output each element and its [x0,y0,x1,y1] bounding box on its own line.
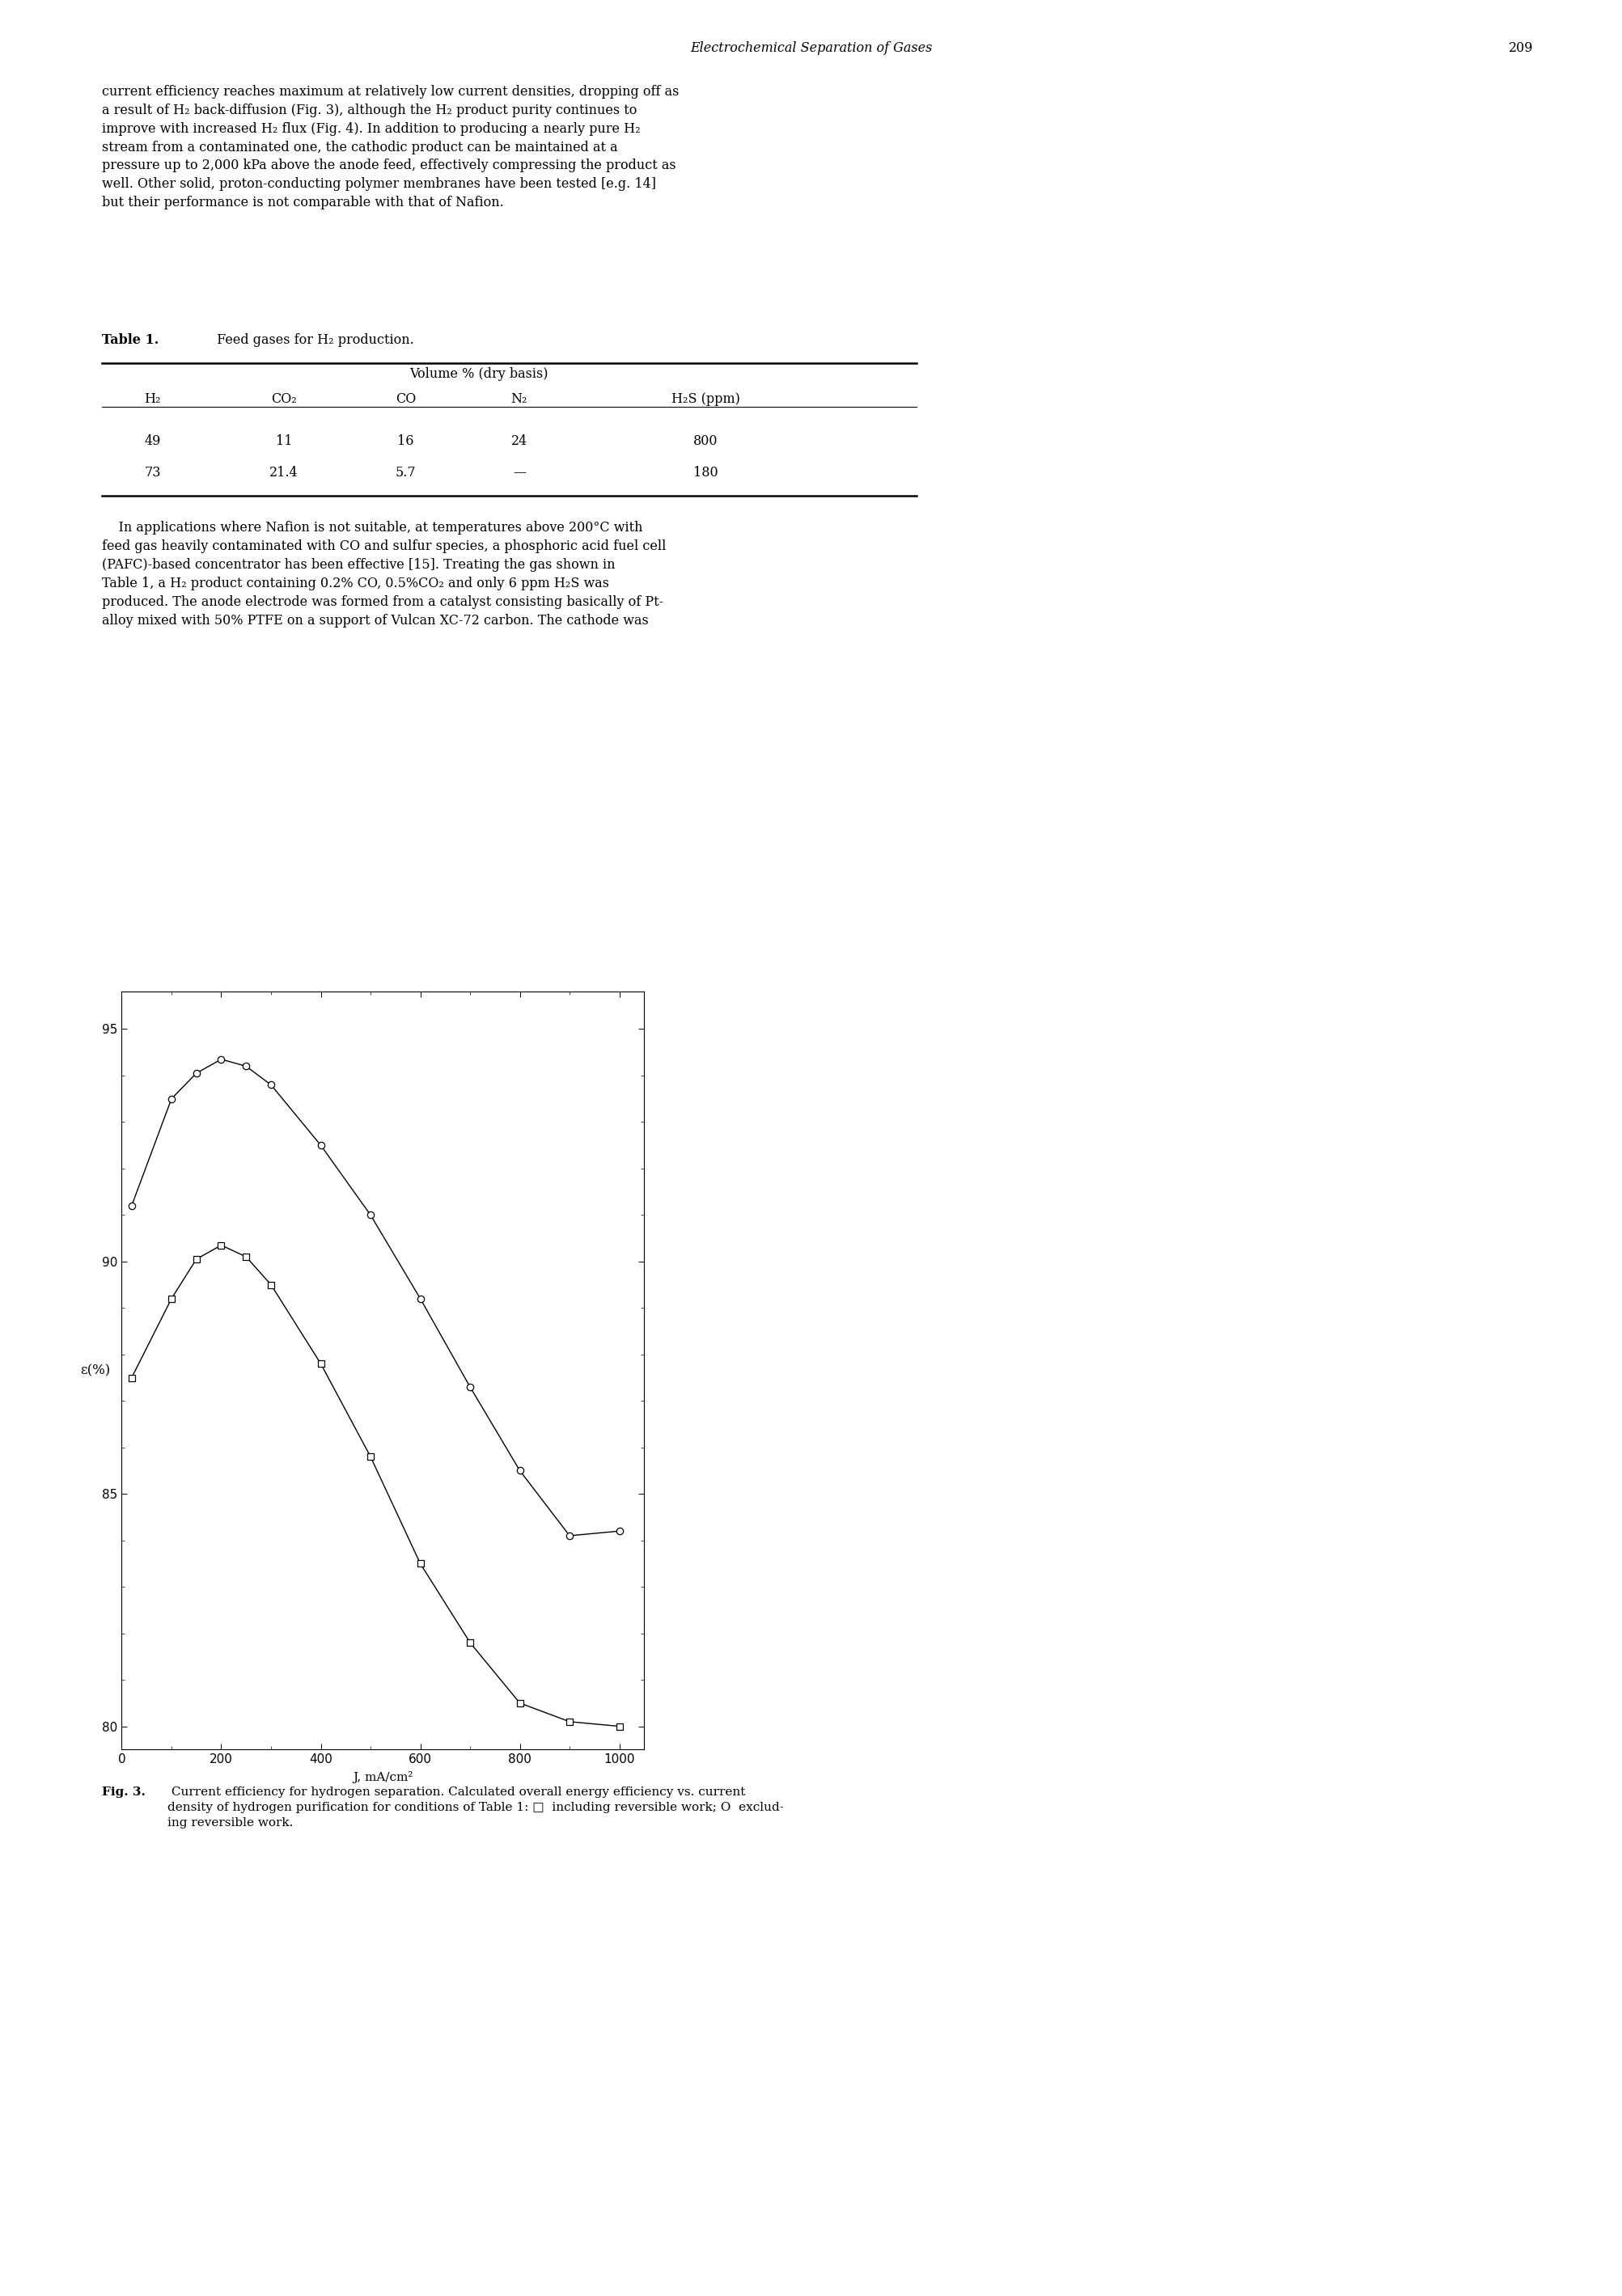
Text: 11: 11 [276,434,292,448]
Text: CO₂: CO₂ [271,393,297,406]
Text: Volume % (dry basis): Volume % (dry basis) [409,367,548,381]
Text: Feed gases for H₂ production.: Feed gases for H₂ production. [212,333,414,347]
Y-axis label: ε(%): ε(%) [79,1364,110,1378]
Text: Fig. 3.: Fig. 3. [102,1786,146,1798]
Text: In applications where Nafion is not suitable, at temperatures above 200°C with
f: In applications where Nafion is not suit… [102,521,667,627]
Text: N₂: N₂ [511,393,527,406]
Text: 800: 800 [693,434,719,448]
Text: 49: 49 [144,434,161,448]
X-axis label: J, mA/cm²: J, mA/cm² [352,1770,414,1784]
Text: 209: 209 [1508,41,1533,55]
Text: 73: 73 [144,466,161,480]
Text: current efficiency reaches maximum at relatively low current densities, dropping: current efficiency reaches maximum at re… [102,85,680,209]
Text: Current efficiency for hydrogen separation. Calculated overall energy efficiency: Current efficiency for hydrogen separati… [167,1786,783,1828]
Text: Table 1.: Table 1. [102,333,159,347]
Text: 5.7: 5.7 [396,466,415,480]
Text: Electrochemical Separation of Gases: Electrochemical Separation of Gases [689,41,933,55]
Text: 16: 16 [397,434,414,448]
Text: CO: CO [396,393,415,406]
Text: 180: 180 [693,466,719,480]
Text: 21.4: 21.4 [269,466,298,480]
Text: H₂S (ppm): H₂S (ppm) [672,393,740,406]
Text: H₂: H₂ [144,393,161,406]
Text: —: — [513,466,526,480]
Text: 24: 24 [511,434,527,448]
